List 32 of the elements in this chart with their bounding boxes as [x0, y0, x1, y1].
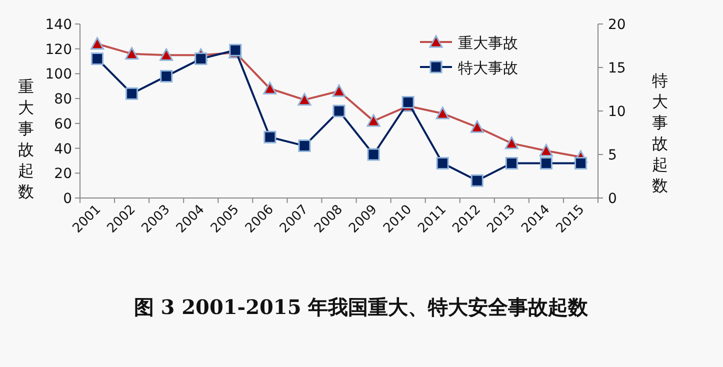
point	[402, 96, 414, 109]
point	[505, 156, 518, 170]
y-tick-label: 80	[54, 92, 72, 108]
y2-tick-label: 5	[608, 148, 617, 164]
point	[540, 156, 552, 170]
point	[194, 52, 208, 66]
point	[264, 130, 276, 144]
point	[574, 156, 587, 170]
legend-label: 重大事故	[458, 35, 518, 52]
y-tick-label: 60	[54, 116, 72, 132]
point	[160, 70, 173, 82]
point	[332, 104, 346, 118]
y-axis-title: 重大事故起数	[18, 78, 34, 201]
point	[298, 140, 311, 152]
y-tick-label: 20	[54, 166, 72, 182]
y-tick-label: 0	[63, 191, 72, 207]
point	[367, 148, 380, 161]
text: 图 3 2001-2015 年我国重大、特大安全事故起数	[134, 295, 590, 319]
y2-tick-label: 20	[608, 17, 626, 33]
legend-label: 特大事故	[458, 60, 518, 77]
y2-tick-label: 15	[608, 60, 626, 76]
point	[436, 156, 449, 170]
y2-tick-label: 10	[608, 104, 626, 120]
point	[470, 174, 484, 187]
y-tick-label: 140	[45, 17, 72, 33]
y-tick-label: 40	[54, 141, 72, 158]
y2-tick-label: 0	[608, 191, 617, 207]
y-tick-label: 100	[45, 66, 72, 83]
point	[126, 87, 138, 100]
y-tick-label: 120	[45, 42, 72, 58]
point	[91, 52, 104, 66]
y2-axis-title: 特大事故起数	[652, 72, 668, 195]
